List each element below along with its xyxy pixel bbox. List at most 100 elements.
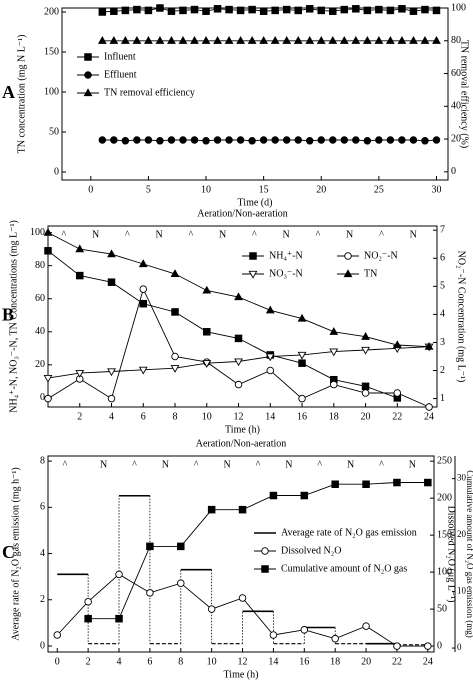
marker (179, 6, 187, 15)
y2-tick-label: 20 (451, 133, 461, 144)
marker (171, 352, 179, 361)
marker (167, 7, 176, 15)
y-tick-label: 60 (35, 293, 45, 304)
marker (397, 36, 407, 44)
x-tick-label: 18 (329, 411, 339, 422)
marker (203, 328, 211, 336)
marker (202, 137, 210, 145)
marker (293, 36, 303, 44)
marker (265, 353, 275, 362)
marker (259, 7, 268, 15)
x-tick-label: 0 (55, 656, 60, 667)
legend-label: NO₂⁻-N (364, 250, 398, 261)
phase-label: N (223, 459, 230, 470)
x-tick-label: 10 (201, 184, 211, 195)
marker (146, 542, 154, 551)
y-tick-label: 2 (40, 594, 45, 605)
marker (305, 5, 314, 13)
marker (282, 136, 291, 144)
y-tick-label: 80 (35, 260, 45, 271)
series-line (56, 573, 428, 647)
marker (424, 642, 432, 650)
x-tick-label: 12 (238, 656, 248, 667)
y2-tick-label: 7 (440, 225, 445, 236)
marker (146, 589, 154, 597)
marker (178, 36, 188, 44)
legend-label: Effluent (104, 69, 137, 80)
marker (84, 597, 92, 606)
marker (248, 137, 256, 145)
marker (138, 259, 148, 268)
y2-tick-label: 6 (440, 253, 445, 264)
marker (298, 359, 306, 367)
marker (248, 270, 258, 279)
y-axis-label: NH₄⁺-N, NO₃⁻-N, TN Concentrations (mg L⁻… (8, 220, 19, 413)
marker (261, 547, 269, 555)
marker (190, 5, 199, 14)
marker (297, 351, 307, 360)
marker (236, 136, 245, 144)
y2-axis-label: TN removal efficiency (%) (459, 40, 470, 148)
y-tick-label: 8 (40, 455, 45, 466)
y2-tick-label: 100 (451, 2, 466, 13)
marker (305, 137, 314, 145)
phase-label: ^ (256, 459, 261, 470)
marker (139, 299, 148, 308)
marker (213, 36, 222, 44)
x-tick-label: 2 (86, 656, 91, 667)
y2-tick-label: 1 (440, 393, 445, 404)
marker (98, 8, 107, 16)
marker (75, 244, 85, 253)
marker (362, 622, 370, 630)
y3-tick-label: 0 (457, 642, 462, 652)
y2-tick-label: 40 (451, 101, 461, 112)
marker (84, 53, 92, 61)
marker (120, 36, 130, 44)
y-axis-label: TN concentration (mg N L⁻¹) (16, 35, 27, 154)
marker (170, 365, 180, 373)
series-line (47, 250, 398, 399)
marker (300, 491, 309, 500)
marker (361, 382, 370, 391)
marker (115, 614, 123, 623)
marker (259, 36, 269, 44)
marker (361, 389, 370, 397)
phase-label: ^ (317, 459, 322, 470)
y-tick-label: 100 (30, 227, 45, 238)
y2-tick-label: 60 (451, 68, 461, 79)
phase-label: N (409, 459, 416, 470)
x-tick-label: 22 (392, 411, 402, 422)
marker (234, 380, 243, 389)
x-tick-label: 8 (173, 411, 178, 422)
marker (155, 36, 165, 44)
marker (177, 542, 185, 551)
marker (329, 136, 337, 144)
marker (298, 394, 306, 403)
legend-label: NO₃⁻-N (269, 268, 303, 279)
phase-label: ^ (189, 229, 194, 240)
marker (156, 4, 164, 12)
legend-label: Cumulative amount of N₂O gas (281, 563, 407, 574)
marker (190, 36, 199, 44)
marker (351, 36, 361, 44)
marker (109, 36, 119, 44)
marker (156, 137, 164, 145)
marker (361, 332, 370, 340)
marker (44, 394, 52, 403)
x-tick-label: 10 (207, 656, 217, 667)
x-tick-label: 2 (77, 411, 82, 422)
legend-label: TN removal efficiency (104, 87, 195, 98)
marker (133, 136, 141, 144)
marker (282, 36, 292, 44)
marker (362, 480, 370, 488)
marker (316, 36, 326, 44)
x-axis-label: Time (h) (225, 424, 260, 435)
y2-tick-label: 80 (451, 35, 461, 46)
x-axis-label: Time (h) (224, 669, 259, 680)
y-tick-label: 0 (54, 166, 59, 177)
phase-label: ^ (194, 459, 199, 470)
x-axis-label: Time (d) (238, 197, 273, 208)
marker (236, 36, 245, 44)
marker (43, 374, 53, 383)
x-tick-label: 0 (88, 184, 93, 195)
